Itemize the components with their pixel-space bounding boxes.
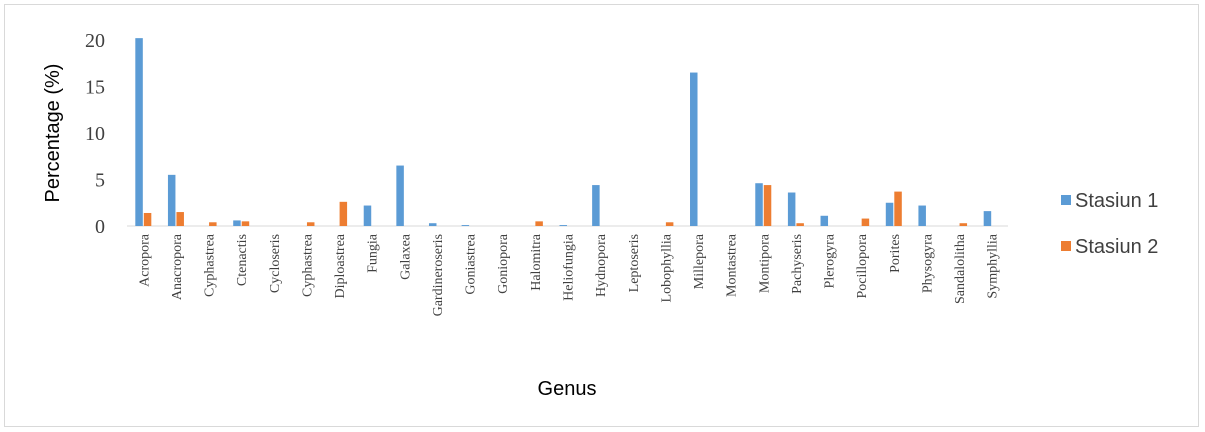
bar-1-physogyra: [918, 205, 926, 226]
bar-1-anacropora: [167, 174, 176, 226]
legend-swatch-1: [1061, 195, 1071, 205]
y-axis-title: Percentage (%): [42, 64, 64, 203]
x-tick-label: Millepora: [692, 233, 707, 289]
bar-1-symphyllia: [983, 211, 992, 226]
x-tick-label: Halomitra: [529, 233, 544, 291]
x-tick-label: Diploastrea: [333, 233, 348, 298]
bar-1-hydnopora: [592, 185, 600, 226]
bar-1-porites: [885, 202, 894, 226]
y-tick-label: 10: [85, 123, 105, 145]
x-tick-label: Acropora: [137, 233, 152, 287]
bar-2-pachyseris: [796, 223, 804, 226]
x-tick-label: Pocillopora: [855, 233, 870, 298]
x-tick-label: Goniastrea: [464, 233, 479, 294]
bar-2-diploastrea: [339, 201, 348, 226]
bar-2-montipora: [763, 185, 772, 226]
x-tick-label: Gardineroseris: [431, 234, 446, 316]
bar-2-ctenactis: [241, 221, 250, 226]
bar-2-sandalolitha: [959, 223, 968, 226]
y-tick-label: 20: [85, 30, 105, 52]
x-tick-label: Lobophyllia: [659, 233, 674, 302]
x-tick-label: Pachyseris: [790, 234, 805, 294]
bar-1-heliofungia: [559, 225, 567, 226]
bar-1-fungia: [363, 205, 372, 226]
bars: [135, 38, 992, 226]
legend-label-1: Stasiun 1: [1075, 190, 1158, 212]
x-tick-label: Symphyllia: [986, 233, 1001, 298]
bar-2-porites: [894, 191, 902, 226]
x-tick-label: Porites: [888, 234, 903, 273]
x-axis-title: Genus: [538, 378, 597, 400]
bar-1-millepora: [690, 72, 698, 226]
x-tick-label: Fungia: [366, 233, 381, 273]
x-tick-label: Anacropora: [170, 233, 185, 300]
x-tick-label: Heliofungia: [562, 233, 577, 301]
x-tick-label: Galaxea: [398, 233, 413, 280]
x-tick-label: Leptoseris: [627, 234, 642, 292]
x-tick-label: Cycloseris: [268, 234, 283, 293]
bar-1-galaxea: [396, 165, 404, 226]
bar-2-pocillopora: [861, 218, 870, 226]
legend-swatch-2: [1061, 241, 1071, 251]
bar-2-cyphastrea: [306, 222, 315, 226]
bar-2-anacropora: [176, 212, 184, 226]
x-tick-label: Ctenactis: [235, 234, 250, 286]
y-tick-label: 15: [85, 77, 105, 99]
bar-2-halomitra: [535, 221, 543, 226]
y-tick-label: 0: [95, 216, 105, 238]
chart-frame: [4, 4, 1199, 427]
bar-2-acropora: [143, 212, 152, 226]
bar-2-lobophyllia: [665, 222, 674, 226]
bar-1-montipora: [755, 183, 763, 226]
legend: Stasiun 1 Stasiun 2: [1061, 190, 1158, 258]
x-tick-label: Plerogyra: [823, 233, 838, 288]
bar-1-ctenactis: [233, 220, 241, 226]
bar-2-cyphastrea: [209, 222, 217, 226]
x-tick-label: Cyphastrea: [203, 233, 218, 297]
bar-1-gardineroseris: [428, 223, 437, 226]
bar-1-pachyseris: [787, 192, 796, 226]
x-tick-label: Physogyra: [920, 233, 935, 293]
bar-1-goniastrea: [461, 225, 470, 226]
x-tick-label: Cyphastrea: [300, 233, 315, 297]
bar-1-acropora: [135, 38, 143, 226]
y-tick-label: 5: [95, 170, 105, 192]
bar-1-plerogyra: [820, 215, 829, 226]
x-axis-ticks: Acropora Anacropora Cyphastrea Ctenactis Cyc…: [137, 233, 1000, 316]
legend-label-2: Stasiun 2: [1075, 236, 1158, 258]
y-axis-ticks: 0 5 10 15 20: [85, 30, 105, 238]
x-tick-label: Hydnopora: [594, 233, 609, 297]
x-tick-label: Montipora: [757, 233, 772, 293]
x-tick-label: Sandalolitha: [953, 233, 968, 304]
x-tick-label: Goniopora: [496, 233, 511, 294]
x-tick-label: Montastrea: [725, 233, 740, 297]
